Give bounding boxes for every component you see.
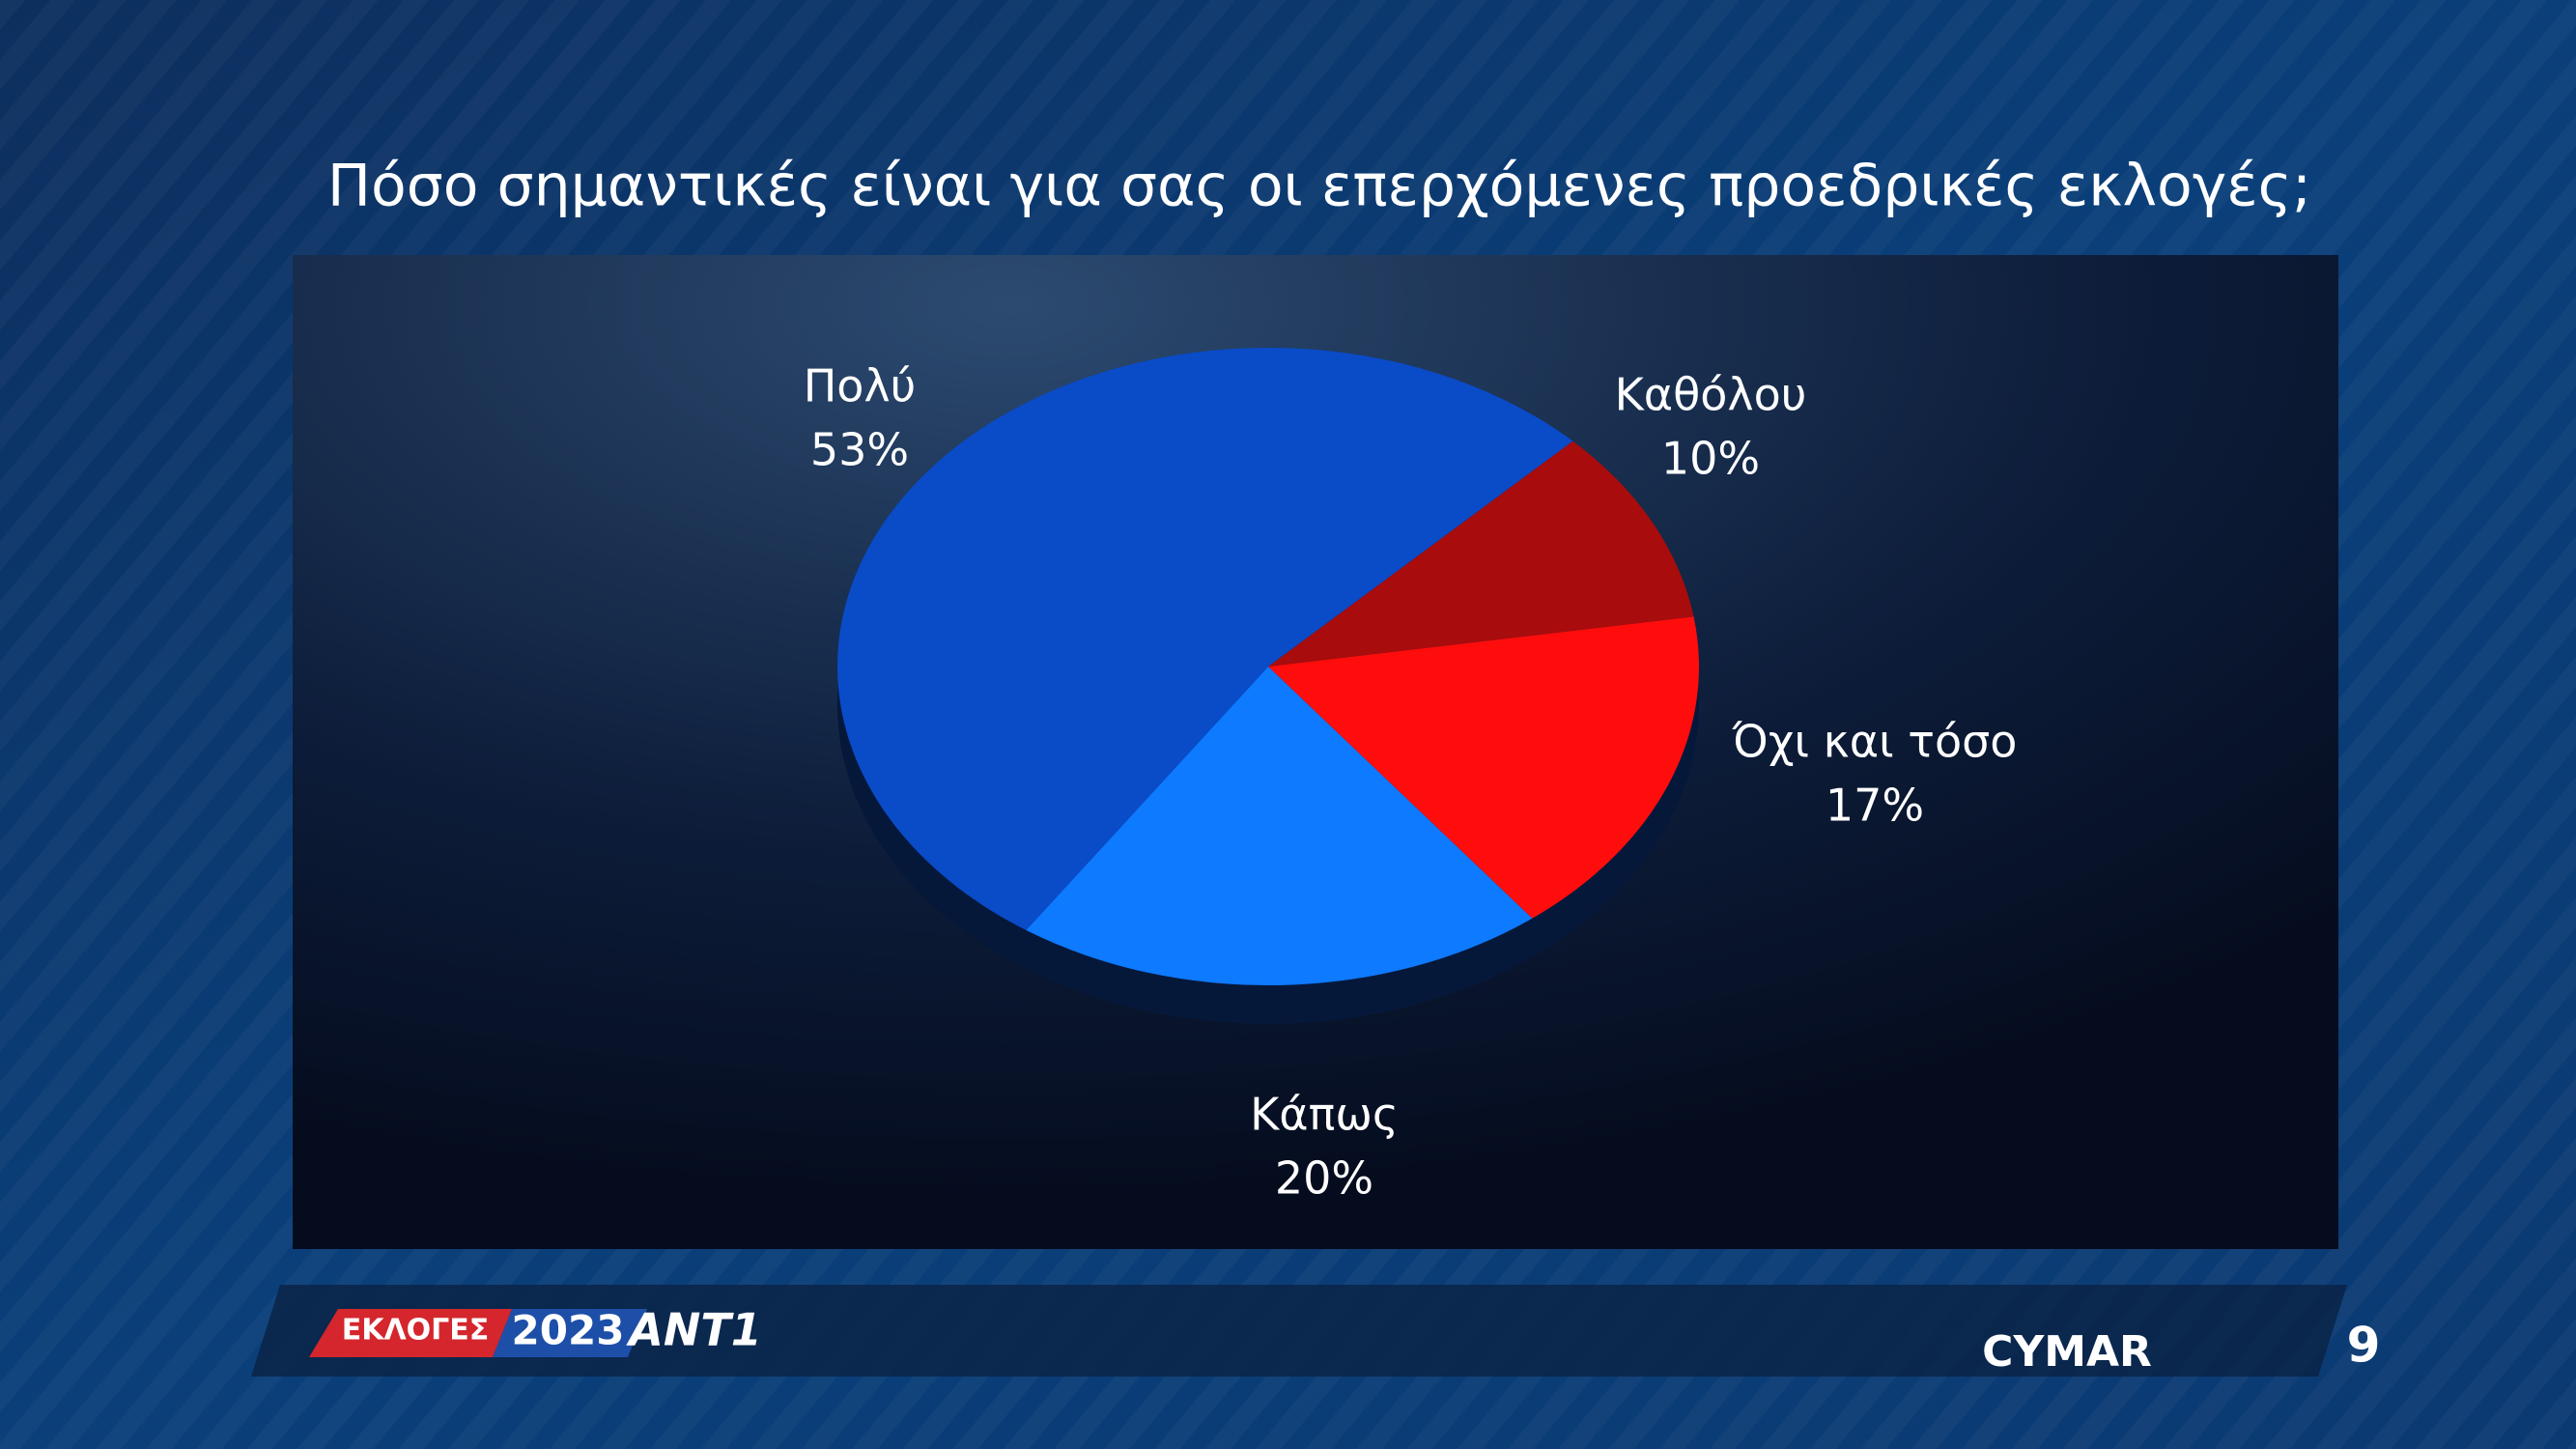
slice-label: Κάπως (1250, 1089, 1399, 1141)
logo-blue (493, 1309, 647, 1357)
footer-bar (251, 1285, 2347, 1377)
slice-label: Καθόλου (1615, 369, 1807, 421)
logo-text: ΕΚΛΟΓΕΣ (342, 1314, 490, 1348)
pie-slice (1268, 616, 1699, 919)
slice-label: Πολύ (804, 360, 917, 412)
page-number: 9 (2347, 1318, 2381, 1374)
pie-slice (836, 347, 1573, 930)
logo-red (309, 1309, 512, 1357)
value-label: 10% (1661, 433, 1760, 485)
value-label: 20% (1275, 1152, 1373, 1205)
labels: Καθόλου 10% Όχι και τόσο 17% Κάπως 20% Πολύ 53% (804, 360, 2018, 1205)
value-label: 53% (810, 424, 909, 476)
logo-year: 2023 (512, 1307, 625, 1354)
pie (836, 347, 1699, 1024)
pie-slice (1026, 667, 1533, 986)
pollster-logo: CYMAR (1982, 1327, 2152, 1377)
channel-logo: ANT1 (626, 1304, 761, 1356)
slice-label: Όχι και τόσο (1732, 716, 2018, 768)
value-label: 17% (1826, 780, 1924, 832)
chart-title: Πόσο σημαντικές είναι για σας οι επερχόμ… (327, 153, 2311, 220)
pie-slice (1268, 440, 1694, 667)
